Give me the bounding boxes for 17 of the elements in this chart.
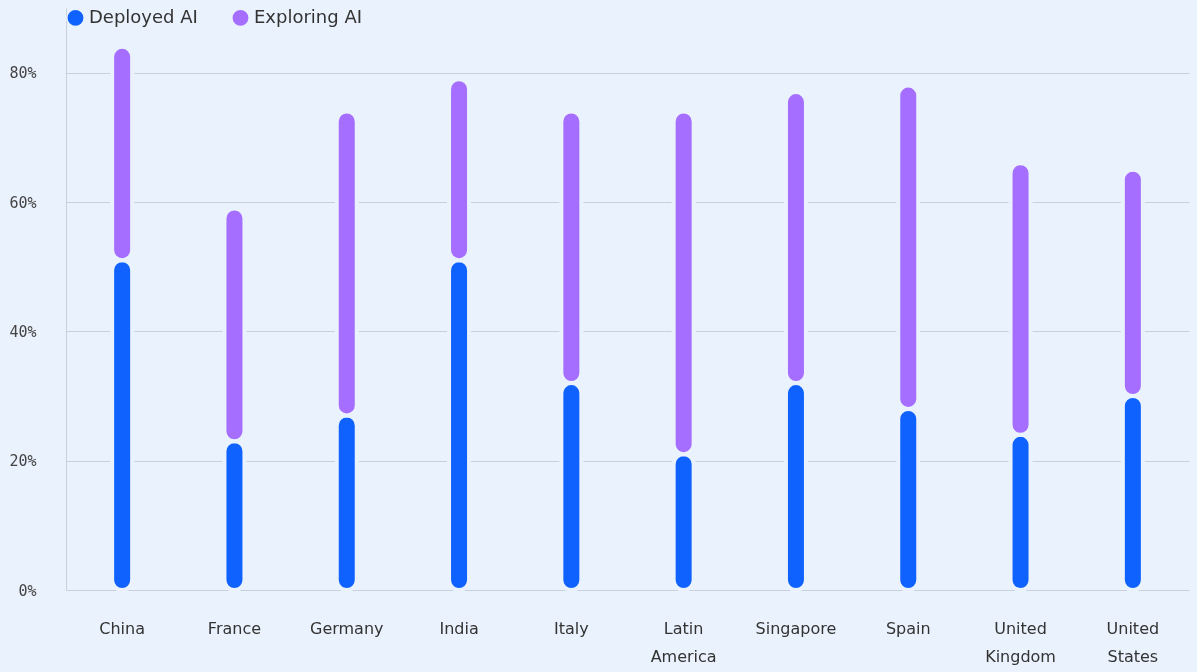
x-tick-label: Latin America	[650, 618, 717, 666]
y-tick-label: 80%	[9, 64, 37, 83]
x-tick-label: Germany	[309, 618, 384, 638]
x-tick-label: France	[207, 618, 262, 638]
y-tick-label: 40%	[9, 322, 37, 341]
x-tick-label: United States	[1106, 618, 1160, 666]
x-tick-label: Spain	[885, 618, 931, 638]
x-tick-label: United Kingdom	[985, 618, 1056, 666]
legend-label: Exploring AI	[254, 5, 363, 27]
y-tick-label: 60%	[9, 193, 37, 212]
y-tick-label: 0%	[18, 581, 37, 600]
x-tick-label: India	[439, 618, 479, 638]
y-tick-label: 20%	[9, 452, 37, 471]
x-tick-label: Italy	[553, 618, 589, 638]
legend-label: Deployed AI	[89, 5, 198, 27]
x-tick-label: China	[99, 618, 145, 638]
x-tick-label: Singapore	[755, 618, 837, 638]
